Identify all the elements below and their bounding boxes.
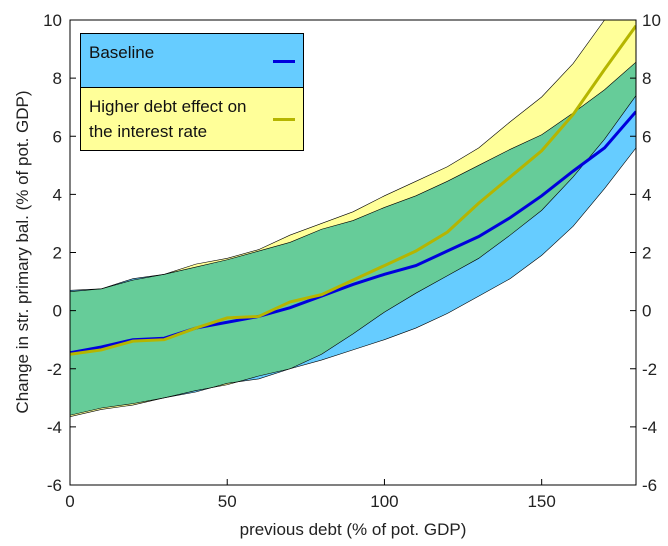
legend-entry: Higher debt effect on the interest rate <box>81 87 303 150</box>
y-tick-label: -6 <box>47 476 62 495</box>
legend-label: Baseline <box>89 43 155 62</box>
y2-tick-label: -6 <box>642 476 657 495</box>
y2-tick-label: 10 <box>642 11 661 30</box>
legend-swatch <box>273 60 295 63</box>
legend-label: Higher debt effect on the interest rate <box>89 97 247 141</box>
y-tick-label: -4 <box>47 418 62 437</box>
y-tick-label: -2 <box>47 360 62 379</box>
x-tick-label: 50 <box>218 492 237 511</box>
x-axis-label: previous debt (% of pot. GDP) <box>240 520 467 539</box>
y2-tick-label: 0 <box>642 302 651 321</box>
legend-entry: Baseline <box>81 34 303 87</box>
y-axis-label: Change in str. primary bal. (% of pot. G… <box>13 90 32 413</box>
x-tick-label: 0 <box>65 492 74 511</box>
legend: Baseline Higher debt effect on the intere… <box>80 33 304 151</box>
y-tick-label: 4 <box>53 185 62 204</box>
y2-tick-label: 6 <box>642 127 651 146</box>
y-tick-label: 0 <box>53 302 62 321</box>
line <box>70 24 636 356</box>
y-tick-label: 2 <box>53 244 62 263</box>
legend-swatch <box>273 118 295 121</box>
y-tick-label: 10 <box>43 11 62 30</box>
confidence-band <box>70 20 636 418</box>
x-tick-label: 100 <box>370 492 398 511</box>
y-tick-label: 8 <box>53 69 62 88</box>
y-tick-label: 6 <box>53 127 62 146</box>
y2-tick-label: -2 <box>642 360 657 379</box>
y2-tick-label: -4 <box>642 418 657 437</box>
y2-tick-label: 8 <box>642 69 651 88</box>
axes: -6 -6-4 -4-2 -20 02 24 46 68 810 100 50 100 150 <box>43 11 661 511</box>
x-tick-label: 150 <box>527 492 555 511</box>
y2-tick-label: 4 <box>642 185 651 204</box>
y2-tick-label: 2 <box>642 244 651 263</box>
plot-area <box>70 20 636 418</box>
